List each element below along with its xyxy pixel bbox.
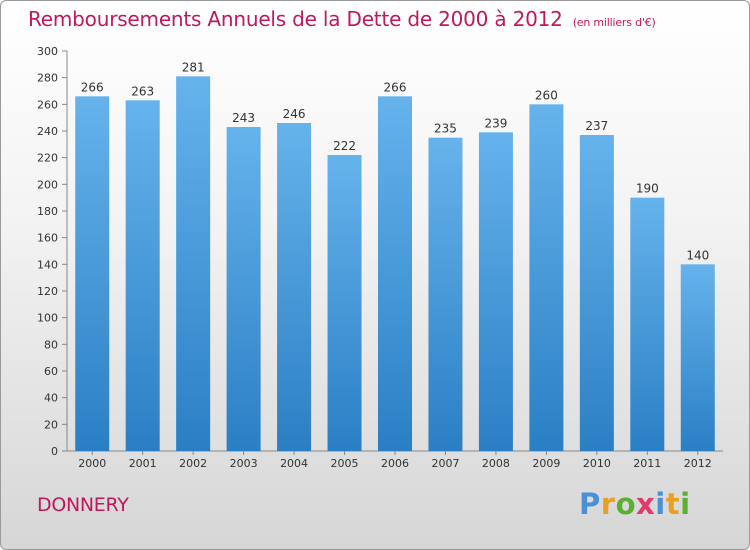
x-tick-label: 2008 <box>482 457 510 470</box>
data-label-2007: 235 <box>434 122 457 136</box>
x-tick-label: 2000 <box>78 457 106 470</box>
chart-unit: (en milliers d'€) <box>572 16 656 29</box>
data-label-2011: 190 <box>636 182 659 196</box>
x-axis: 2000 2001 2002 2003 2004 2005 2006 2007 2008 2009… <box>67 450 723 470</box>
bar-2009 <box>529 104 564 451</box>
x-tick-label: 2001 <box>129 457 157 470</box>
data-label-2004: 246 <box>283 107 306 121</box>
y-tick-label: 60 <box>44 365 58 378</box>
bars <box>75 76 715 452</box>
data-label-2000: 266 <box>81 80 104 94</box>
data-label-2002: 281 <box>182 60 205 74</box>
bar-2010 <box>579 135 614 451</box>
y-tick-label: 120 <box>37 285 58 298</box>
x-tick-label: 2011 <box>633 457 661 470</box>
data-label-2012: 140 <box>686 248 709 262</box>
bar-2002 <box>176 76 211 451</box>
x-tick-label: 2005 <box>331 457 359 470</box>
x-tick-label: 2010 <box>583 457 611 470</box>
data-label-2008: 239 <box>484 116 507 130</box>
chart-title: Remboursements Annuels de la Dette de 20… <box>28 7 656 31</box>
logo-letter: x <box>636 487 656 521</box>
bar-2000 <box>75 96 110 451</box>
bar-2006 <box>378 96 412 451</box>
y-tick-label: 80 <box>44 338 58 351</box>
logo-letter: o <box>615 487 637 521</box>
y-tick-label: 20 <box>44 418 58 431</box>
y-tick-label: 240 <box>37 125 58 138</box>
data-label-2009: 260 <box>535 88 558 102</box>
y-tick-label: 100 <box>37 312 58 325</box>
y-tick-label: 180 <box>37 205 58 218</box>
logo-letter: i <box>680 487 691 521</box>
y-axis: 0 20 40 60 80 100 120 140 160 180 200 220 240 260 280 3… <box>37 45 68 458</box>
y-tick-label: 0 <box>51 445 58 458</box>
x-tick-label: 2012 <box>684 457 712 470</box>
y-tick-label: 260 <box>37 98 58 111</box>
data-label-2003: 243 <box>232 111 255 125</box>
commune-name: DONNERY <box>37 494 129 516</box>
x-tick-label: 2003 <box>230 457 258 470</box>
x-tick-label: 2007 <box>431 457 459 470</box>
y-tick-label: 140 <box>37 258 58 271</box>
x-tick-label: 2009 <box>532 457 560 470</box>
x-tick-label: 2004 <box>280 457 308 470</box>
bar-2004 <box>277 123 312 451</box>
y-tick-label: 300 <box>37 45 58 58</box>
data-label-2006: 266 <box>384 80 407 94</box>
y-tick-label: 220 <box>37 152 58 165</box>
data-labels: 266 263 281 243 246 222 266 235 239 260 237 190 140 <box>81 60 709 262</box>
logo-letter: i <box>655 487 666 521</box>
bar-2001 <box>125 100 160 451</box>
bar-2012 <box>680 264 715 451</box>
data-label-2010: 237 <box>585 119 608 133</box>
bar-2008 <box>478 132 513 452</box>
logo-letter: P <box>579 487 601 521</box>
bar-2005 <box>327 155 362 451</box>
y-tick-label: 200 <box>37 178 58 191</box>
bar-2007 <box>428 137 463 451</box>
x-tick-label: 2006 <box>381 457 409 470</box>
bar-2011 <box>630 197 665 451</box>
x-tick-label: 2002 <box>179 457 207 470</box>
y-tick-label: 40 <box>44 392 58 405</box>
chart-title-text: Remboursements Annuels de la Dette de 20… <box>28 7 563 31</box>
logo-letter: t <box>665 487 681 521</box>
logo-letter: r <box>600 487 616 521</box>
y-tick-label: 280 <box>37 72 58 85</box>
bar-2003 <box>226 127 261 451</box>
y-tick-label: 160 <box>37 232 58 245</box>
data-label-2005: 222 <box>333 139 356 153</box>
proxiti-logo: Proxiti <box>579 487 691 521</box>
data-label-2001: 263 <box>131 84 154 98</box>
